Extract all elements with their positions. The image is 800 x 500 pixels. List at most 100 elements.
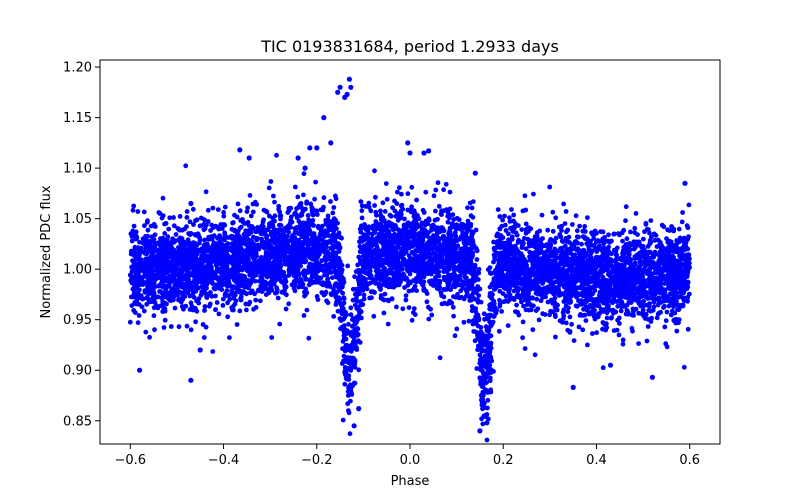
scatter-point [647, 230, 652, 236]
scatter-point [373, 280, 378, 286]
scatter-point [279, 289, 285, 295]
scatter-point [399, 202, 405, 208]
scatter-point [465, 205, 470, 211]
scatter-point [346, 408, 351, 413]
scatter-point [553, 314, 558, 320]
scatter-point [594, 230, 599, 236]
scatter-point [359, 315, 364, 321]
scatter-point [507, 292, 513, 298]
scatter-point [608, 315, 614, 321]
scatter-point [514, 302, 519, 308]
scatter-point [562, 221, 568, 227]
scatter-point [273, 234, 278, 240]
scatter-point [632, 225, 638, 231]
scatter-point [585, 342, 590, 348]
scatter-point [221, 210, 227, 215]
scatter-point [478, 380, 484, 386]
scatter-point [632, 230, 638, 236]
scatter-point [171, 223, 177, 229]
scatter-point [536, 317, 542, 323]
scatter-point [314, 265, 320, 270]
scatter-point [484, 437, 490, 443]
scatter-point [210, 349, 216, 354]
scatter-point [411, 306, 417, 311]
scatter-point [510, 225, 516, 230]
scatter-point [277, 209, 283, 215]
scatter-point [552, 295, 558, 301]
scatter-point [534, 296, 540, 302]
scatter-point [664, 309, 670, 315]
scatter-point [547, 238, 553, 244]
scatter-point [491, 239, 496, 245]
scatter-point [585, 215, 590, 221]
scatter-point [535, 306, 541, 312]
scatter-point [301, 171, 307, 177]
scatter-point [624, 236, 630, 242]
scatter-point [573, 213, 579, 219]
scatter-point [132, 300, 138, 305]
scatter-point [372, 203, 377, 208]
scatter-point [173, 232, 179, 237]
scatter-point [184, 215, 190, 220]
scatter-point [363, 270, 369, 276]
scatter-point [347, 431, 353, 437]
scatter-point [648, 218, 654, 224]
scatter-point [227, 335, 232, 340]
scatter-point [406, 305, 412, 310]
scatter-point [208, 228, 214, 233]
scatter-point [435, 268, 441, 274]
scatter-point [600, 229, 606, 235]
scatter-point [292, 184, 298, 190]
scatter-point [449, 300, 455, 306]
scatter-point [259, 236, 264, 242]
scatter-point [433, 234, 438, 240]
scatter-point [352, 359, 358, 364]
scatter-point [359, 203, 365, 209]
scatter-point [323, 258, 329, 264]
scatter-point [149, 234, 155, 240]
scatter-point [172, 282, 178, 288]
scatter-point [461, 319, 467, 325]
scatter-point [662, 281, 667, 286]
scatter-point [612, 231, 617, 237]
scatter-point [571, 338, 577, 343]
scatter-point [295, 194, 301, 200]
scatter-point [671, 226, 677, 232]
scatter-point [421, 287, 427, 292]
scatter-point [266, 185, 272, 191]
scatter-point [141, 308, 147, 314]
scatter-point [397, 185, 402, 191]
scatter-point [271, 193, 276, 199]
scatter-point [643, 220, 649, 226]
scatter-point [325, 213, 331, 219]
scatter-point [588, 291, 594, 297]
scatter-point [374, 267, 380, 273]
scatter-point [272, 199, 277, 205]
scatter-point [684, 223, 690, 229]
scatter-point [340, 290, 345, 296]
scatter-point [284, 292, 289, 298]
scatter-point [576, 324, 582, 330]
scatter-point [359, 215, 365, 221]
scatter-point [610, 307, 616, 313]
scatter-point [320, 263, 326, 269]
scatter-point [565, 309, 571, 315]
scatter-point [522, 193, 528, 199]
scatter-point [286, 229, 292, 235]
scatter-point [503, 228, 509, 233]
scatter-point [662, 324, 668, 330]
scatter-point [277, 321, 283, 327]
scatter-point [378, 208, 383, 214]
scatter-point [378, 261, 384, 267]
scatter-point [314, 208, 320, 214]
scatter-point [210, 205, 216, 211]
scatter-point [421, 279, 427, 285]
scatter-point [144, 219, 150, 225]
scatter-point [530, 327, 536, 333]
scatter-point [626, 254, 631, 259]
scatter-point [288, 214, 294, 220]
scatter-point [339, 361, 345, 366]
scatter-point [460, 285, 466, 291]
scatter-point [258, 283, 264, 289]
scatter-point [380, 200, 386, 206]
